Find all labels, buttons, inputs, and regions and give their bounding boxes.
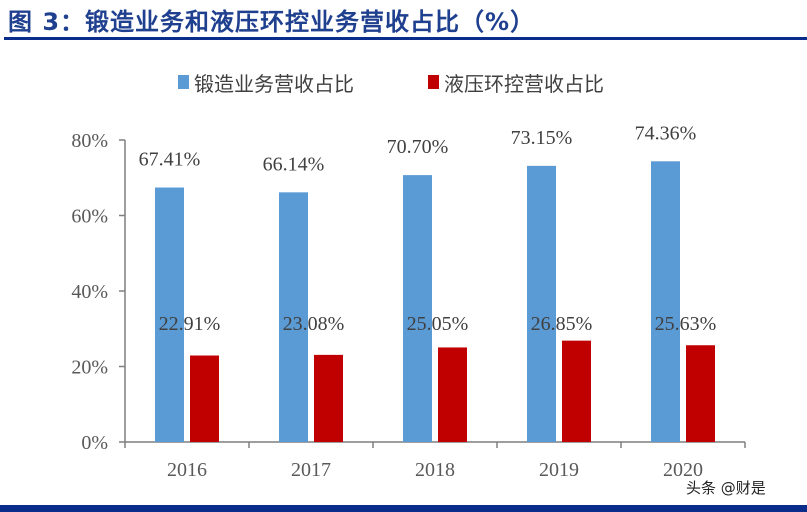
data-label: 22.91%	[159, 313, 221, 335]
data-label: 25.63%	[655, 313, 717, 335]
y-tick-label: 80%	[71, 130, 108, 152]
bar-hydraulic	[438, 347, 467, 442]
watermark: 头条 @财是	[686, 479, 766, 497]
x-tick-label: 2019	[539, 459, 579, 481]
x-tick-label: 2016	[167, 459, 207, 481]
x-tick-label: 2020	[663, 459, 703, 481]
data-label: 25.05%	[407, 313, 469, 335]
bar-hydraulic	[314, 354, 343, 442]
data-label: 26.85%	[531, 313, 593, 335]
data-label: 67.41%	[139, 149, 201, 171]
bottom-divider	[0, 505, 807, 512]
x-tick-label: 2017	[291, 459, 331, 481]
y-tick-label: 0%	[81, 432, 108, 454]
bar-hydraulic	[562, 340, 591, 442]
bar-forging	[279, 192, 308, 442]
bar-forging	[527, 165, 556, 442]
bar-hydraulic	[686, 345, 715, 442]
bar-forging	[403, 175, 432, 443]
legend-label: 锻造业务营收占比	[194, 72, 354, 96]
y-tick-label: 20%	[71, 357, 108, 379]
y-tick-label: 60%	[71, 206, 108, 228]
data-label: 74.36%	[635, 122, 697, 144]
bar-forging	[651, 161, 680, 442]
bar-forging	[155, 187, 184, 442]
y-tick-label: 40%	[71, 281, 108, 303]
x-tick-label: 2018	[415, 459, 455, 481]
legend-swatch	[428, 75, 439, 89]
data-label: 70.70%	[387, 136, 449, 158]
bar-hydraulic	[190, 355, 219, 442]
legend-swatch	[178, 75, 189, 89]
legend-label: 液压环控营收占比	[444, 72, 604, 96]
data-label: 66.14%	[263, 153, 325, 175]
data-label: 73.15%	[511, 127, 573, 149]
data-label: 23.08%	[283, 313, 345, 335]
figure-title: 图 3：锻造业务和液压环控业务营收占比（%）	[8, 8, 536, 36]
title-divider	[4, 37, 807, 40]
